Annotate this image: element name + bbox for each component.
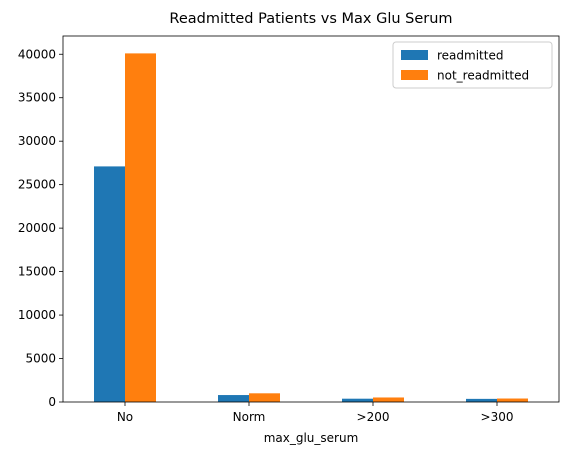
y-tick-label: 40000 — [18, 47, 56, 61]
bars-layer — [94, 53, 528, 402]
bar-readmitted-2 — [342, 398, 373, 402]
bar-not_readmitted-2 — [373, 397, 404, 402]
y-tick-label: 20000 — [18, 221, 56, 235]
y-tick-label: 35000 — [18, 91, 56, 105]
bar-not_readmitted-1 — [249, 393, 280, 402]
x-axis-label: max_glu_serum — [264, 431, 359, 445]
plot-frame — [62, 35, 560, 403]
x-tick-label: No — [117, 410, 133, 424]
legend-swatch-readmitted — [401, 50, 428, 60]
legend-swatch-not_readmitted — [401, 70, 428, 80]
y-tick-label: 0 — [48, 395, 56, 409]
y-tick-label: 5000 — [25, 352, 56, 366]
legend: readmitted not_readmitted — [392, 41, 553, 89]
bar-not_readmitted-0 — [125, 53, 156, 402]
legend-label-readmitted: readmitted — [437, 49, 503, 63]
bar-readmitted-3 — [466, 398, 497, 402]
bar-readmitted-0 — [94, 166, 125, 402]
y-tick-label: 15000 — [18, 265, 56, 279]
bar-not_readmitted-3 — [497, 398, 528, 402]
x-tick-label: >200 — [357, 410, 390, 424]
chart-title: Readmitted Patients vs Max Glu Serum — [169, 11, 452, 27]
bar-readmitted-1 — [218, 395, 249, 402]
y-tick-label: 10000 — [18, 308, 56, 322]
axes-layer: 0 5000 10000 15000 20000 25000 30000 35000 40000… — [18, 35, 560, 424]
y-tick-label: 25000 — [18, 178, 56, 192]
x-tick-label: Norm — [233, 410, 266, 424]
legend-label-not_readmitted: not_readmitted — [437, 69, 529, 83]
x-tick-label: >300 — [481, 410, 514, 424]
y-tick-label: 30000 — [18, 134, 56, 148]
legend-box — [392, 41, 553, 89]
